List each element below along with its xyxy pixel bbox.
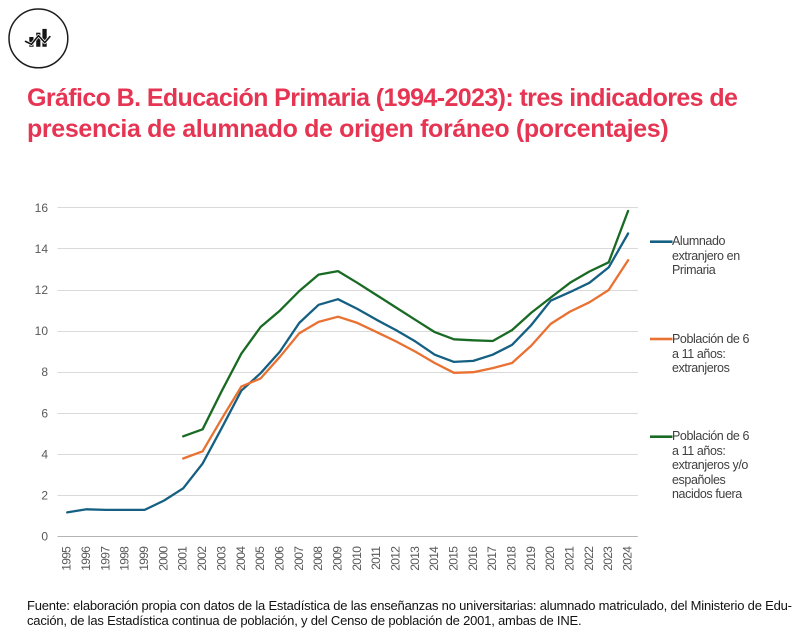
svg-text:10: 10 bbox=[35, 324, 49, 338]
svg-text:0: 0 bbox=[41, 530, 48, 544]
svg-text:2024: 2024 bbox=[621, 546, 635, 571]
svg-text:2005: 2005 bbox=[253, 546, 267, 571]
svg-text:16: 16 bbox=[35, 201, 49, 215]
svg-text:2013: 2013 bbox=[408, 546, 422, 571]
svg-text:2022: 2022 bbox=[582, 546, 596, 571]
svg-text:12: 12 bbox=[35, 283, 49, 297]
svg-text:2021: 2021 bbox=[563, 546, 577, 571]
svg-text:1997: 1997 bbox=[98, 546, 112, 571]
svg-text:2007: 2007 bbox=[292, 546, 306, 571]
svg-text:8: 8 bbox=[41, 365, 48, 379]
svg-text:2017: 2017 bbox=[485, 546, 499, 571]
svg-text:4: 4 bbox=[41, 447, 48, 461]
svg-text:1995: 1995 bbox=[60, 546, 74, 571]
svg-text:2011: 2011 bbox=[369, 546, 383, 570]
svg-text:2000: 2000 bbox=[156, 546, 170, 571]
svg-text:2019: 2019 bbox=[524, 546, 538, 571]
svg-text:2015: 2015 bbox=[447, 546, 461, 571]
svg-text:2020: 2020 bbox=[543, 546, 557, 571]
svg-text:2016: 2016 bbox=[466, 546, 480, 571]
svg-text:2012: 2012 bbox=[389, 546, 403, 571]
svg-text:2008: 2008 bbox=[311, 546, 325, 571]
svg-text:1999: 1999 bbox=[137, 546, 151, 571]
svg-text:2002: 2002 bbox=[195, 546, 209, 571]
svg-text:2023: 2023 bbox=[601, 546, 615, 571]
svg-text:2: 2 bbox=[41, 489, 48, 503]
svg-text:2004: 2004 bbox=[234, 546, 248, 571]
svg-text:2003: 2003 bbox=[214, 546, 228, 571]
svg-text:6: 6 bbox=[41, 406, 48, 420]
svg-text:1996: 1996 bbox=[79, 546, 93, 571]
svg-text:2014: 2014 bbox=[427, 546, 441, 571]
svg-text:2018: 2018 bbox=[505, 546, 519, 571]
svg-text:2001: 2001 bbox=[176, 546, 190, 571]
svg-text:2010: 2010 bbox=[350, 546, 364, 571]
svg-text:14: 14 bbox=[35, 242, 49, 256]
svg-text:1998: 1998 bbox=[118, 546, 132, 571]
svg-text:2009: 2009 bbox=[331, 546, 345, 571]
svg-text:2006: 2006 bbox=[272, 546, 286, 571]
